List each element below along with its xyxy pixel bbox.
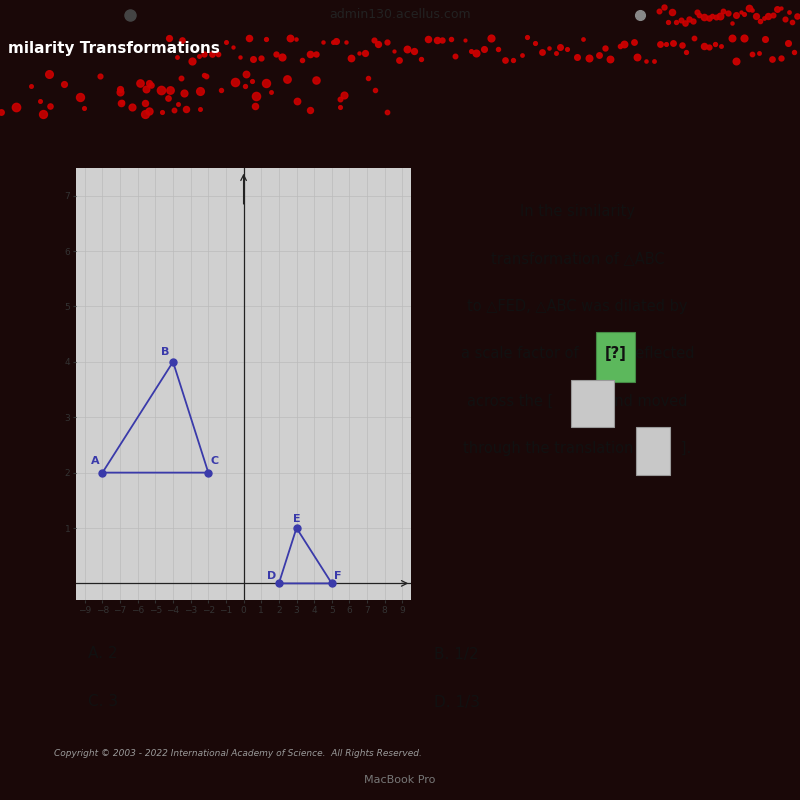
Point: [166, 355, 179, 368]
Text: D: D: [267, 571, 276, 581]
Text: A: A: [91, 456, 100, 466]
Point: [273, 577, 286, 590]
Text: to △FED, △ABC was dilated by: to △FED, △ABC was dilated by: [467, 298, 688, 314]
Text: across the [        ], and moved: across the [ ], and moved: [467, 394, 688, 409]
Bar: [596, 332, 634, 382]
Text: F: F: [334, 571, 341, 581]
Text: [?]: [?]: [605, 346, 626, 362]
Text: transformation of △ABC: transformation of △ABC: [490, 251, 664, 266]
Text: C. 3: C. 3: [88, 694, 118, 710]
Point: [290, 522, 303, 534]
Text: A. 2: A. 2: [88, 646, 118, 662]
Text: MacBook Pro: MacBook Pro: [364, 775, 436, 785]
Text: milarity Transformations: milarity Transformations: [8, 42, 220, 57]
Text: through the translation [        ].: through the translation [ ].: [463, 442, 692, 456]
Bar: [571, 380, 614, 427]
Text: In the similarity: In the similarity: [520, 204, 635, 218]
Point: [326, 577, 338, 590]
Text: B. 1/2: B. 1/2: [434, 646, 478, 662]
Point: [202, 466, 214, 479]
Text: a scale factor of         , reflected: a scale factor of , reflected: [461, 346, 694, 362]
Text: D. 1/3: D. 1/3: [434, 694, 479, 710]
Text: C: C: [210, 456, 218, 466]
Bar: [636, 427, 670, 474]
Text: Copyright © 2003 - 2022 International Academy of Science.  All Rights Reserved.: Copyright © 2003 - 2022 International Ac…: [54, 750, 422, 758]
Point: [96, 466, 109, 479]
Text: admin130.acellus.com: admin130.acellus.com: [329, 9, 471, 22]
Text: B: B: [161, 347, 170, 358]
Text: E: E: [293, 514, 300, 523]
